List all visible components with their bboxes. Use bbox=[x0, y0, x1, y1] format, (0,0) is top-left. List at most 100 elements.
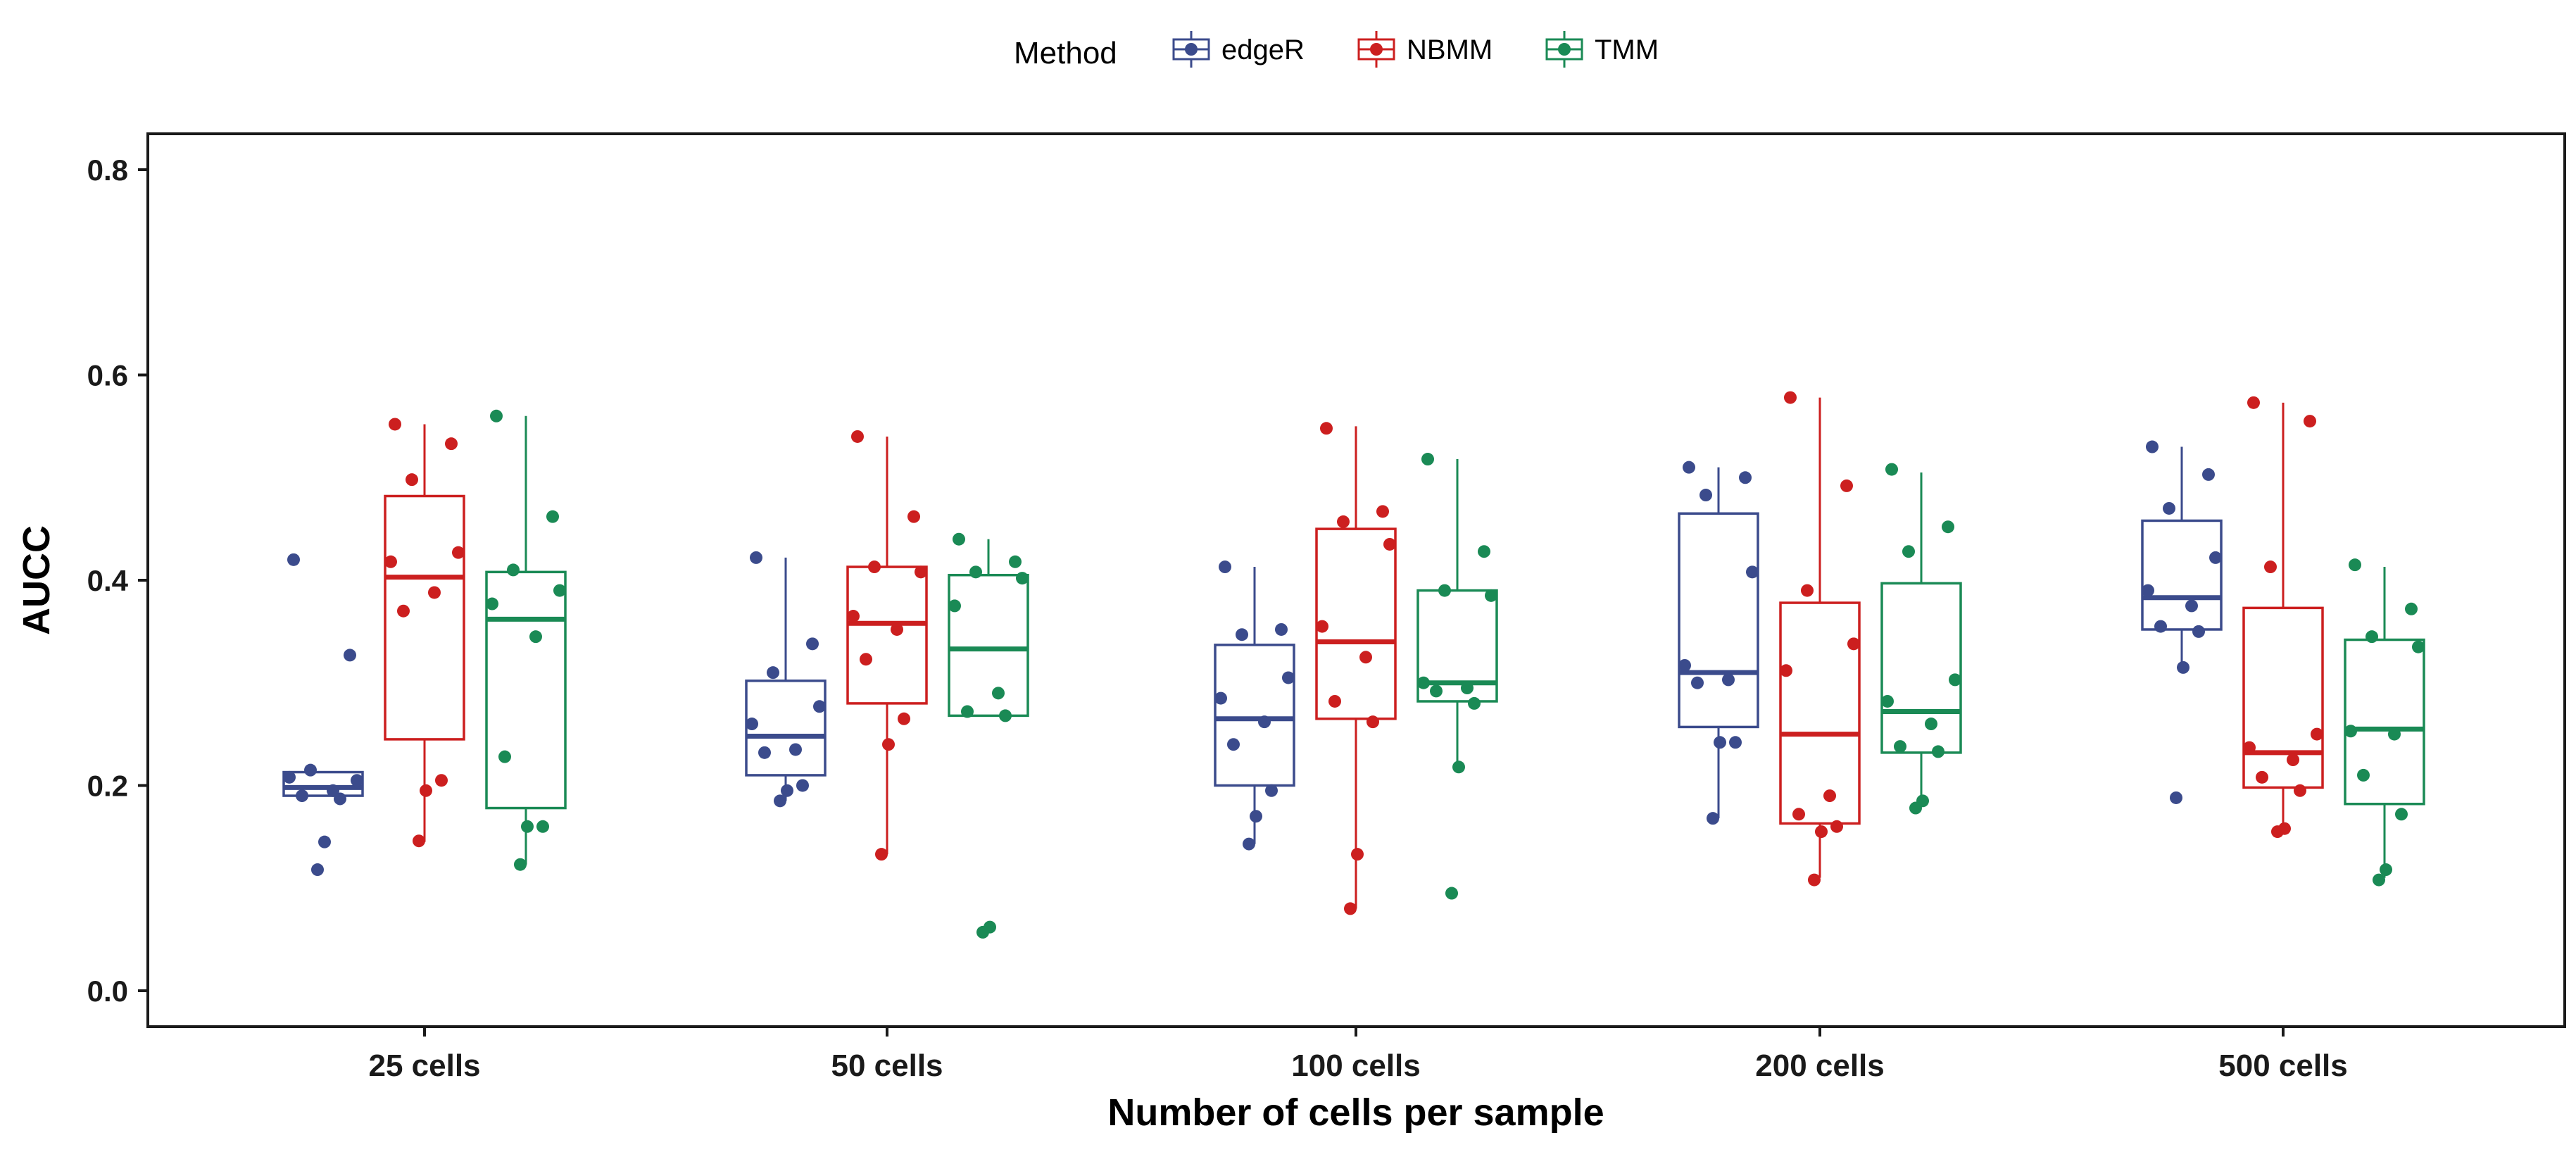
y-axis-title: AUCC bbox=[15, 525, 58, 635]
series-TMM bbox=[485, 409, 2425, 939]
data-point bbox=[961, 705, 974, 718]
data-point bbox=[1009, 555, 1022, 568]
data-point bbox=[2304, 415, 2316, 428]
data-point bbox=[976, 925, 989, 939]
data-point bbox=[1847, 637, 1860, 651]
legend: Method edgeR NBMM TMM bbox=[1014, 31, 1659, 70]
data-point bbox=[1714, 736, 1726, 749]
x-axis: 25 cells 50 cells 100 cells 200 cells 500 ce… bbox=[368, 1027, 2348, 1083]
data-point bbox=[1219, 561, 1231, 574]
box-edgeR bbox=[2141, 519, 2223, 631]
data-point bbox=[1359, 651, 1372, 664]
data-point bbox=[486, 597, 498, 611]
data-point bbox=[1337, 515, 1350, 528]
x-tick-label: 200 cells bbox=[1755, 1048, 1885, 1083]
data-point bbox=[521, 820, 534, 833]
legend-key-point bbox=[1558, 43, 1571, 56]
data-point bbox=[891, 622, 903, 636]
data-point bbox=[1739, 471, 1752, 484]
data-point bbox=[1780, 664, 1792, 677]
data-point bbox=[1328, 694, 1341, 708]
data-point bbox=[847, 610, 860, 623]
data-point bbox=[796, 779, 809, 792]
data-point bbox=[1351, 848, 1364, 861]
data-point bbox=[2412, 640, 2425, 653]
data-point bbox=[2271, 825, 2284, 839]
box-NBMM bbox=[384, 494, 465, 741]
data-point bbox=[490, 409, 503, 422]
data-point bbox=[318, 835, 331, 849]
data-point bbox=[806, 637, 819, 651]
data-point bbox=[1438, 584, 1451, 597]
data-point bbox=[397, 604, 410, 618]
data-point bbox=[915, 565, 927, 579]
data-point bbox=[1925, 718, 1937, 731]
data-point bbox=[746, 718, 758, 731]
data-point bbox=[882, 738, 895, 751]
data-point bbox=[1227, 738, 1240, 751]
data-point bbox=[553, 584, 566, 597]
data-point bbox=[1445, 887, 1458, 900]
data-point bbox=[1236, 628, 1248, 641]
legend-item-NBMM: NBMM bbox=[1357, 31, 1493, 68]
data-point bbox=[529, 630, 542, 644]
data-point bbox=[2287, 753, 2299, 767]
data-point bbox=[767, 666, 779, 680]
data-point bbox=[344, 649, 356, 662]
data-point bbox=[2344, 725, 2357, 738]
data-point bbox=[304, 763, 317, 777]
data-point bbox=[283, 770, 296, 784]
data-point bbox=[1722, 673, 1735, 687]
data-point bbox=[1316, 620, 1328, 633]
data-point bbox=[1383, 537, 1396, 551]
data-point bbox=[327, 784, 339, 797]
data-point bbox=[1214, 691, 1227, 705]
data-point bbox=[1729, 736, 1742, 749]
data-point bbox=[907, 510, 920, 523]
y-axis: 0.0 0.2 0.4 0.6 0.8 bbox=[87, 154, 148, 1008]
data-point bbox=[851, 430, 864, 443]
data-point bbox=[2163, 501, 2175, 515]
data-point bbox=[384, 555, 397, 568]
data-point bbox=[774, 794, 786, 808]
series-NBMM bbox=[384, 391, 2324, 915]
data-point bbox=[758, 746, 771, 759]
data-point bbox=[435, 774, 448, 787]
data-point bbox=[2294, 784, 2306, 797]
legend-key-point bbox=[1370, 43, 1383, 56]
data-point bbox=[536, 820, 549, 833]
data-point bbox=[1265, 784, 1278, 797]
data-point bbox=[2146, 440, 2159, 453]
data-point bbox=[2209, 551, 2222, 564]
data-point bbox=[1885, 463, 1898, 476]
data-point bbox=[1792, 808, 1805, 821]
data-point bbox=[498, 750, 511, 763]
data-point bbox=[1376, 505, 1389, 518]
data-point bbox=[1258, 715, 1271, 729]
data-point bbox=[1250, 810, 1262, 823]
data-point bbox=[1320, 422, 1333, 435]
box-NBMM bbox=[2242, 606, 2324, 789]
y-tick-label: 0.0 bbox=[87, 975, 128, 1008]
data-point bbox=[1894, 740, 1906, 753]
data-point bbox=[1366, 715, 1379, 729]
data-point bbox=[2380, 863, 2392, 877]
data-point bbox=[2349, 558, 2361, 572]
data-point bbox=[311, 863, 324, 877]
box-edgeR bbox=[1214, 644, 1295, 787]
data-point bbox=[514, 858, 527, 871]
data-point bbox=[428, 586, 441, 599]
data-point bbox=[1430, 684, 1443, 698]
data-point bbox=[1823, 789, 1836, 803]
data-point bbox=[2256, 770, 2268, 784]
box-edgeR bbox=[1678, 512, 1759, 729]
legend-item-TMM: TMM bbox=[1545, 31, 1659, 68]
data-point bbox=[953, 532, 965, 546]
x-tick-label: 500 cells bbox=[2218, 1048, 2348, 1083]
x-tick-label: 100 cells bbox=[1291, 1048, 1421, 1083]
data-point bbox=[2177, 660, 2189, 674]
box-TMM bbox=[1880, 582, 1962, 754]
data-point bbox=[2357, 768, 2370, 782]
data-point bbox=[1699, 489, 1712, 502]
